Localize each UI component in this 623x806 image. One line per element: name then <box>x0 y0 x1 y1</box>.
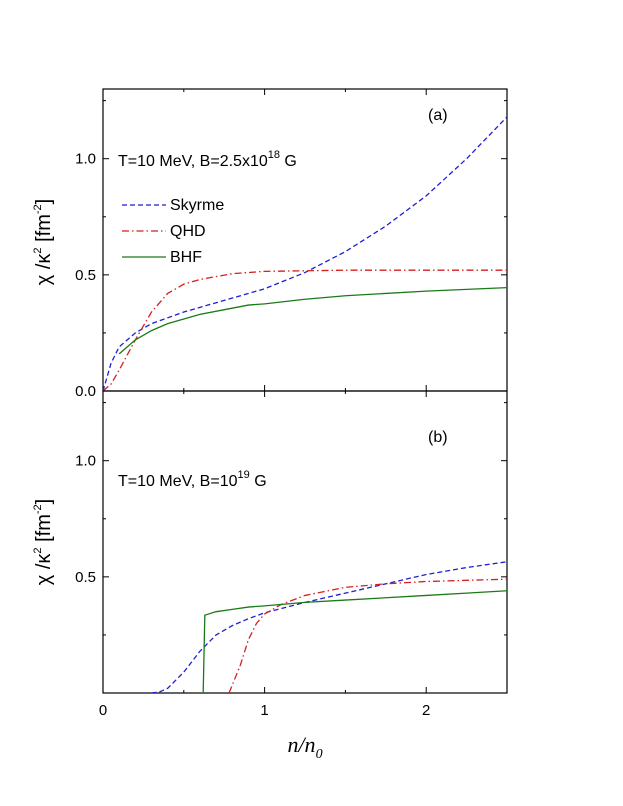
x-tick-label: 2 <box>422 702 430 719</box>
series-line-skyrme <box>151 561 507 693</box>
panel-tag-b: (b) <box>428 429 448 446</box>
legend: Skyrme QHD BHF <box>122 197 224 266</box>
series-line-qhd <box>103 269 507 391</box>
y-axis-label-b: χ /κ2 [fm-2] <box>32 499 55 585</box>
panel-b: 0.5 1.0 0 1 2 <box>75 390 508 719</box>
y-axis-label-a: χ /κ2 [fm-2] <box>32 199 55 285</box>
legend-label-bhf: BHF <box>170 249 202 266</box>
panel-a: 0.0 0.5 1.0 <box>75 88 508 400</box>
legend-label-qhd: QHD <box>170 223 206 240</box>
plot-frame <box>102 390 508 694</box>
series-line-skyrme <box>103 116 507 391</box>
series-line-qhd <box>228 578 507 693</box>
series-line-bhf <box>118 286 507 355</box>
annotation-b: T=10 MeV, B=1019 G <box>118 469 267 490</box>
x-tick-label: 1 <box>260 702 268 719</box>
y-tick-label: 0.5 <box>75 569 96 586</box>
y-tick-label: 0.0 <box>75 383 96 400</box>
y-tick-label: 0.5 <box>75 267 96 284</box>
panel-tag-a: (a) <box>428 107 448 124</box>
x-tick-label: 0 <box>99 702 107 719</box>
y-tick-label: 1.0 <box>75 151 96 168</box>
plot-frame <box>102 88 508 392</box>
series-line-bhf <box>202 590 507 693</box>
annotation-a: T=10 MeV, B=2.5x1018 G <box>118 149 297 170</box>
legend-label-skyrme: Skyrme <box>170 197 224 214</box>
x-axis-label: n/n0 <box>287 732 322 762</box>
y-tick-label: 1.0 <box>75 453 96 470</box>
